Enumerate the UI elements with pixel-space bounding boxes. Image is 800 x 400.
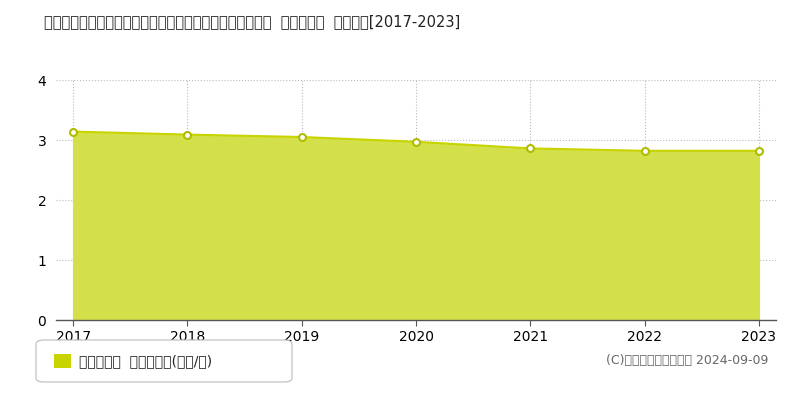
Text: (C)土地価格ドットコム 2024-09-09: (C)土地価格ドットコム 2024-09-09 <box>606 354 768 368</box>
Text: 宮崎県西臼杵郡五ケ瀬町大字三ケ所字赤谷１０７２１番２  基準地価格  地価推移[2017-2023]: 宮崎県西臼杵郡五ケ瀬町大字三ケ所字赤谷１０７２１番２ 基準地価格 地価推移[20… <box>44 14 460 29</box>
Text: 基準地価格  平均坪単価(万円/坪): 基準地価格 平均坪単価(万円/坪) <box>79 354 212 368</box>
